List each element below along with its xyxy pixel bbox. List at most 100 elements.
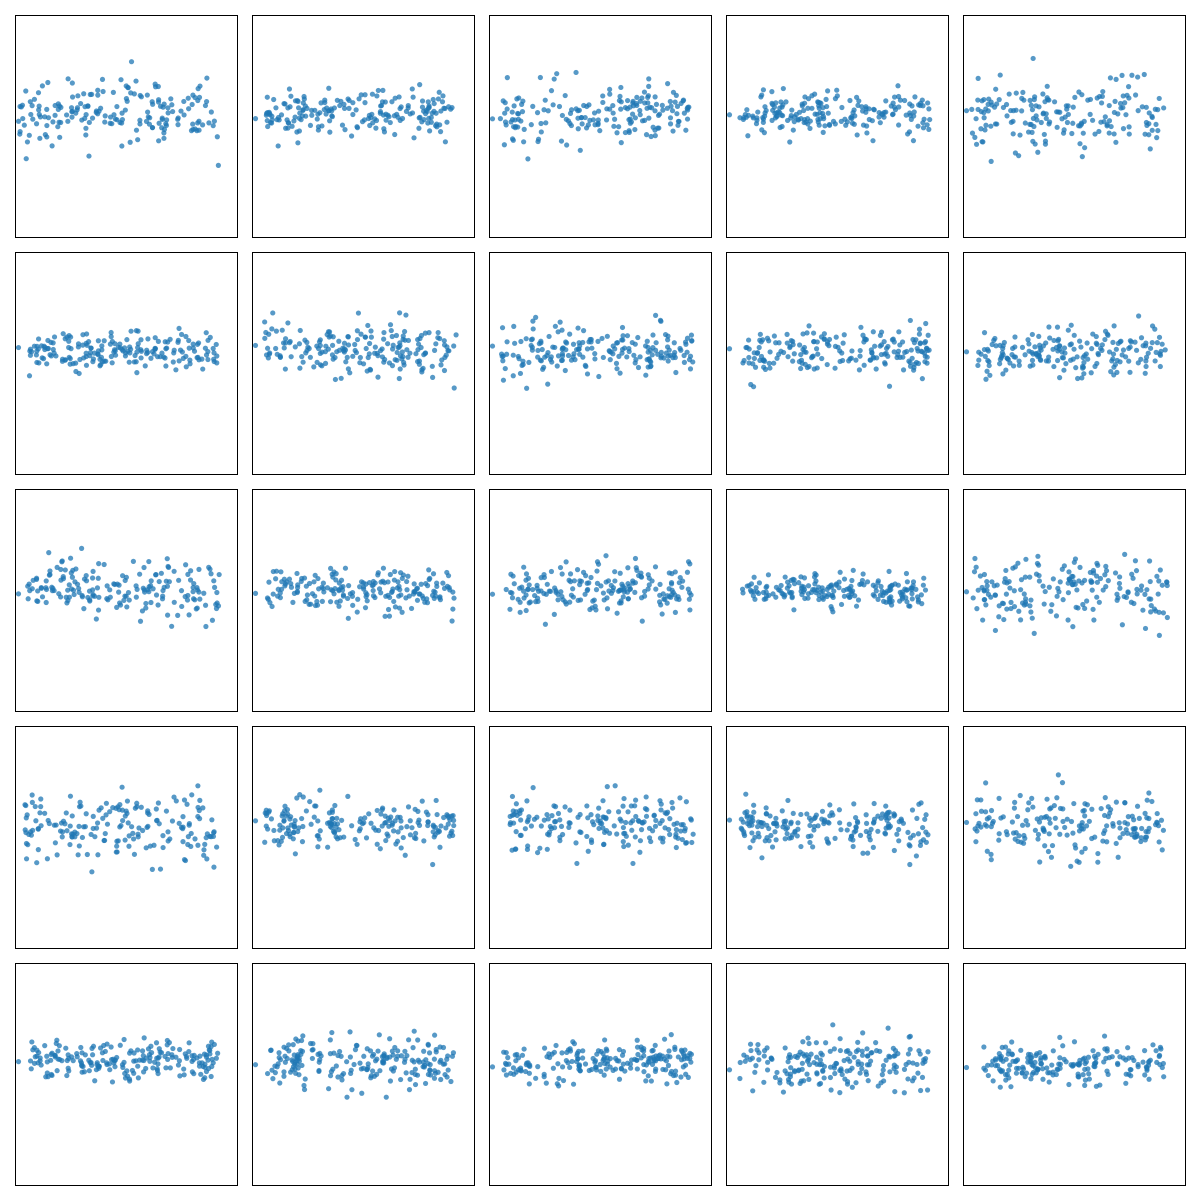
- scatter-point: [625, 581, 631, 587]
- scatter-point: [634, 1037, 640, 1043]
- scatter-point: [360, 584, 367, 590]
- scatter-point: [314, 116, 320, 122]
- scatter-point: [216, 571, 222, 578]
- scatter-point: [502, 1060, 509, 1066]
- scatter-point: [297, 365, 303, 371]
- scatter-point: [186, 337, 192, 344]
- scatter-point: [896, 838, 902, 844]
- scatter-point: [36, 360, 42, 366]
- scatter-point: [625, 809, 631, 815]
- scatter-point: [426, 104, 432, 110]
- scatter-point: [510, 573, 516, 579]
- scatter-point: [1030, 362, 1036, 368]
- scatter-point: [1026, 800, 1032, 806]
- scatter-point: [1042, 138, 1049, 144]
- scatter-point: [777, 1077, 783, 1083]
- scatter-point: [168, 96, 174, 102]
- scatter-point: [525, 575, 532, 581]
- scatter-point: [1048, 608, 1054, 614]
- scatter-point: [296, 341, 303, 347]
- scatter-point: [79, 834, 86, 841]
- scatter-point: [1089, 587, 1095, 593]
- scatter-point: [1062, 824, 1068, 831]
- scatter-point: [799, 1060, 805, 1066]
- scatter-point: [1032, 827, 1038, 833]
- scatter-point: [551, 825, 558, 831]
- scatter-point: [582, 1061, 589, 1067]
- scatter-point: [646, 825, 653, 831]
- scatter-point: [652, 94, 658, 100]
- scatter-point: [533, 1075, 539, 1081]
- scatter-point: [33, 121, 40, 127]
- scatter-point: [60, 576, 67, 582]
- scatter-point: [604, 606, 611, 612]
- scatter-point: [152, 1059, 158, 1065]
- scatter-point: [539, 346, 545, 353]
- scatter-point: [674, 1079, 680, 1086]
- scatter-point: [1161, 105, 1167, 111]
- scatter-point: [999, 1068, 1006, 1074]
- scatter-point: [1143, 828, 1149, 835]
- scatter-point: [1091, 617, 1097, 623]
- scatter-point: [604, 595, 610, 601]
- scatter-point: [286, 1042, 292, 1048]
- scatter-point: [575, 1056, 581, 1062]
- scatter-point: [747, 587, 754, 593]
- scatter-point: [1159, 847, 1165, 853]
- scatter-point: [918, 592, 924, 598]
- scatter-point: [1089, 806, 1095, 812]
- scatter-point: [67, 555, 74, 561]
- scatter-point: [176, 358, 182, 364]
- scatter-point: [528, 337, 535, 343]
- scatter-point: [211, 118, 217, 124]
- scatter-point: [1123, 354, 1129, 360]
- panel-frame: [489, 963, 712, 1186]
- scatter-point: [1023, 1070, 1030, 1076]
- scatter-point: [745, 133, 751, 139]
- scatter-point: [864, 1046, 870, 1052]
- scatter-point: [346, 105, 352, 111]
- scatter-point: [156, 97, 162, 103]
- scatter-point: [316, 1068, 322, 1075]
- scatter-point: [1142, 837, 1148, 843]
- scatter-point: [622, 129, 629, 136]
- scatter-point: [628, 803, 634, 809]
- scatter-point: [1154, 340, 1160, 346]
- scatter-point: [787, 1054, 794, 1060]
- scatter-point: [422, 1080, 429, 1087]
- scatter-point: [1014, 1057, 1021, 1063]
- scatter-point: [801, 575, 808, 581]
- scatter-point: [767, 365, 773, 371]
- scatter-point: [688, 1051, 695, 1057]
- scatter-point: [329, 816, 335, 822]
- scatter-point: [285, 120, 291, 126]
- scatter-point: [173, 1054, 179, 1060]
- scatter-point: [1086, 1076, 1092, 1082]
- scatter-point: [64, 1072, 70, 1079]
- scatter-point: [856, 367, 863, 373]
- scatter-point: [538, 129, 544, 135]
- scatter-point: [873, 588, 879, 594]
- scatter-point: [404, 347, 410, 353]
- scatter-point: [896, 329, 902, 335]
- scatter-point: [589, 345, 595, 351]
- scatter-point: [528, 122, 534, 128]
- scatter-point: [535, 588, 542, 594]
- scatter-point: [451, 343, 457, 349]
- scatter-point: [288, 1069, 294, 1075]
- scatter-point: [81, 355, 87, 361]
- scatter-point: [68, 105, 75, 111]
- scatter-point: [350, 602, 356, 608]
- scatter-point: [432, 1032, 438, 1038]
- scatter-point: [442, 105, 448, 112]
- scatter-point: [530, 326, 536, 332]
- scatter-point: [559, 327, 565, 333]
- scatter-point: [383, 117, 389, 123]
- scatter-point: [518, 1067, 524, 1073]
- scatter-point: [816, 1081, 822, 1087]
- scatter-point: [489, 116, 496, 122]
- scatter-point: [1108, 807, 1114, 813]
- scatter-point: [134, 370, 140, 376]
- scatter-point: [379, 354, 386, 360]
- scatter-point: [839, 1071, 845, 1078]
